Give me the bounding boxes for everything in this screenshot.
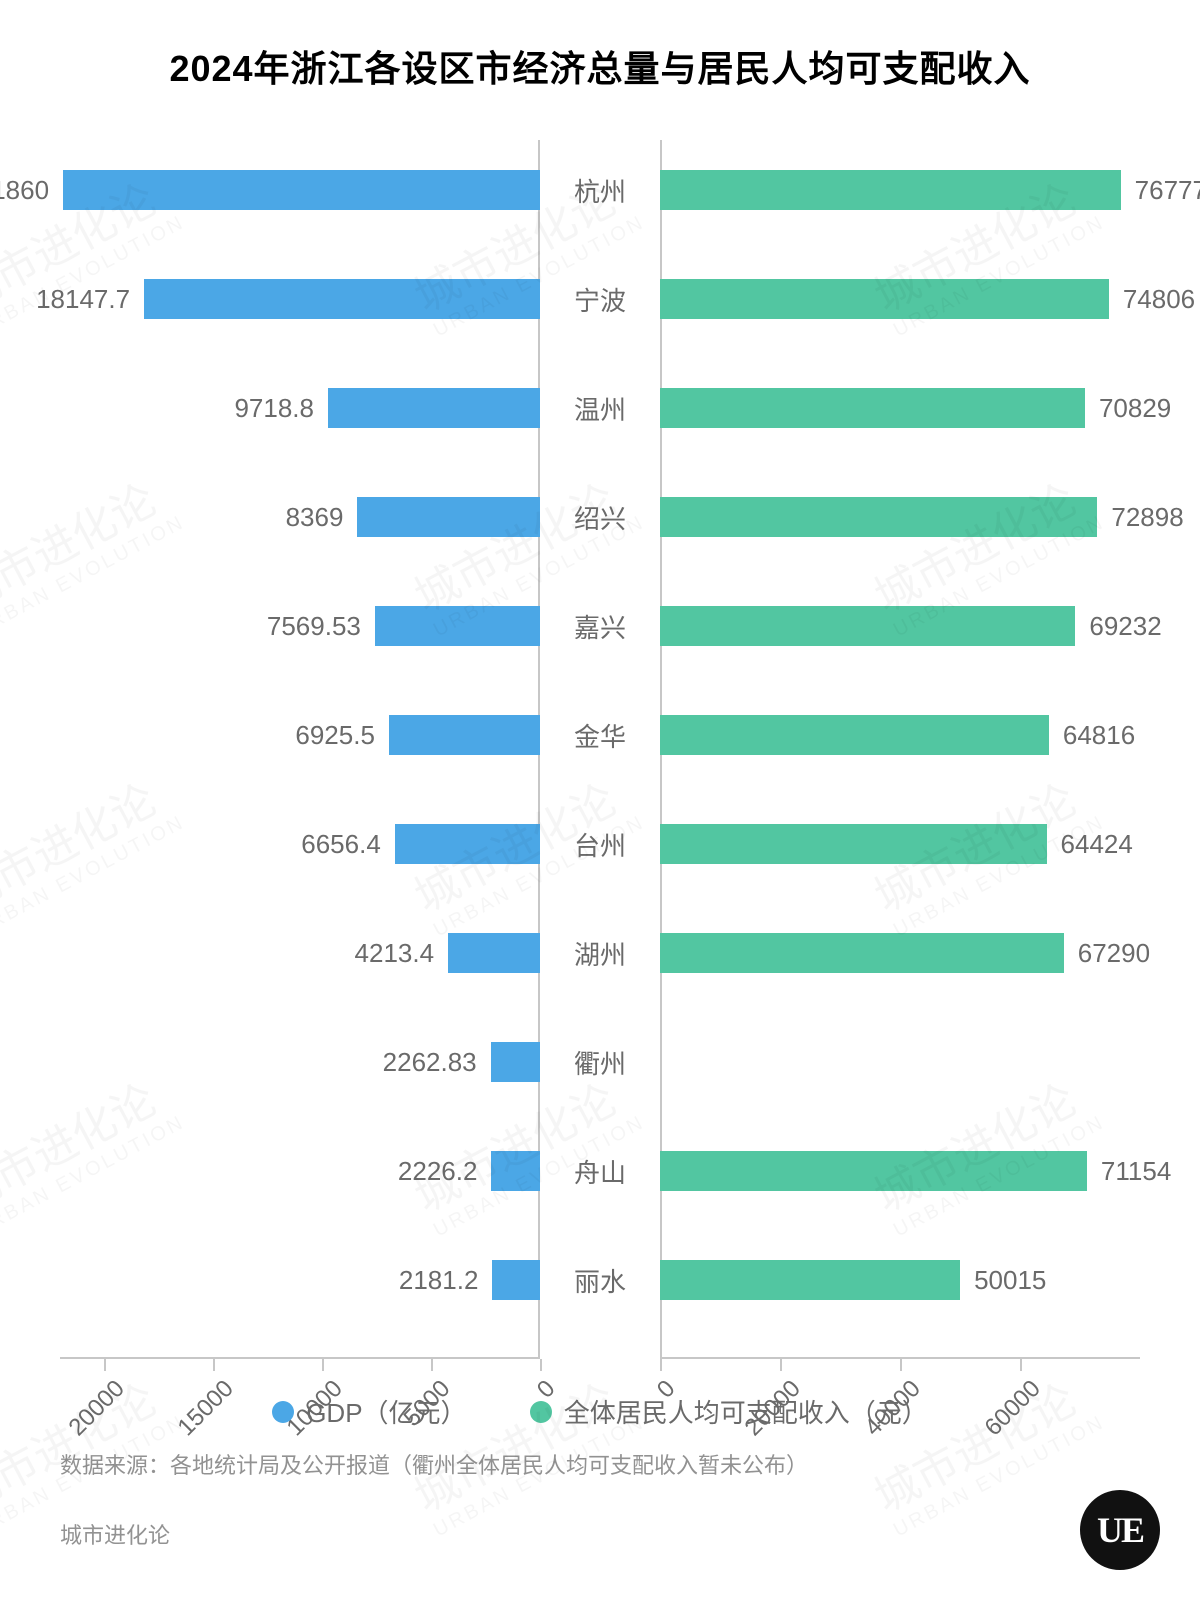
legend: GDP（亿元） 全体居民人均可支配收入（元）	[0, 1393, 1200, 1430]
legend-swatch-income	[530, 1401, 552, 1423]
income-value-label: 70829	[1099, 388, 1171, 428]
category-label: 台州	[540, 824, 660, 864]
chart-row: 18147.7 74806宁波	[60, 269, 1140, 329]
income-value-label: 64424	[1061, 824, 1133, 864]
income-bar: 64424	[660, 824, 1047, 864]
category-label: 舟山	[540, 1151, 660, 1191]
gdp-bar: 21860	[63, 170, 540, 210]
axis-tick	[660, 1359, 662, 1371]
chart-row: 2181.250015丽水	[60, 1250, 1140, 1310]
income-value-label: 72898	[1111, 497, 1183, 537]
gdp-bar: 4213.4	[448, 933, 540, 973]
gdp-value-label: 2181.2	[399, 1260, 479, 1300]
gdp-value-label: 8369	[286, 497, 344, 537]
chart-row: 6925.564816金华	[60, 705, 1140, 765]
chart-row: 2226.2 71154舟山	[60, 1141, 1140, 1201]
gdp-value-label: 2226.2	[398, 1151, 478, 1191]
gdp-bar: 2181.2	[492, 1260, 540, 1300]
chart-row: 4213.4 67290湖州	[60, 923, 1140, 983]
gdp-value-label: 7569.53	[267, 606, 361, 646]
gdp-bar: 6925.5	[389, 715, 540, 755]
category-label: 杭州	[540, 170, 660, 210]
axis-tick	[322, 1359, 324, 1371]
axis-tick	[104, 1359, 106, 1371]
axis-tick	[213, 1359, 215, 1371]
legend-item-gdp: GDP（亿元）	[272, 1393, 466, 1430]
legend-swatch-gdp	[272, 1401, 294, 1423]
axis-tick	[540, 1359, 542, 1371]
chart-row: 6656.464424台州	[60, 814, 1140, 874]
legend-label-gdp: GDP（亿元）	[306, 1393, 466, 1430]
gdp-value-label: 9718.8	[234, 388, 314, 428]
income-value-label: 64816	[1063, 715, 1135, 755]
gdp-bar: 8369	[357, 497, 540, 537]
chart-title: 2024年浙江各设区市经济总量与居民人均可支配收入	[0, 0, 1200, 92]
brand-logo: UE	[1080, 1490, 1160, 1570]
axis-tick	[780, 1359, 782, 1371]
category-label: 宁波	[540, 279, 660, 319]
income-bar: 67290	[660, 933, 1064, 973]
gdp-bar: 7569.53	[375, 606, 540, 646]
category-label: 丽水	[540, 1260, 660, 1300]
gdp-bar: 18147.7	[144, 279, 540, 319]
axis-tick	[431, 1359, 433, 1371]
gdp-value-label: 6656.4	[301, 824, 381, 864]
gdp-value-label: 4213.4	[355, 933, 435, 973]
gdp-value-label: 6925.5	[295, 715, 375, 755]
axis-tick	[900, 1359, 902, 1371]
income-bar: 70829	[660, 388, 1085, 428]
chart-row: 8369 72898绍兴	[60, 487, 1140, 547]
source-note: 数据来源：各地统计局及公开报道（衢州全体居民人均可支配收入暂未公布）	[60, 1448, 808, 1480]
chart-row: 9718.8 70829温州	[60, 378, 1140, 438]
category-label: 金华	[540, 715, 660, 755]
income-bar: 71154	[660, 1151, 1087, 1191]
gdp-bar: 2262.83	[491, 1042, 540, 1082]
income-value-label: 50015	[974, 1260, 1046, 1300]
income-bar: 76777	[660, 170, 1121, 210]
category-label: 温州	[540, 388, 660, 428]
chart-row: 7569.53 69232嘉兴	[60, 596, 1140, 656]
gdp-bar: 2226.2	[491, 1151, 540, 1191]
income-value-label: 69232	[1089, 606, 1161, 646]
income-value-label: 76777	[1135, 170, 1200, 210]
income-bar: 64816	[660, 715, 1049, 755]
category-label: 绍兴	[540, 497, 660, 537]
category-label: 衢州	[540, 1042, 660, 1082]
legend-label-income: 全体居民人均可支配收入（元）	[564, 1393, 928, 1430]
income-value-label: 67290	[1078, 933, 1150, 973]
gdp-value-label: 21860	[0, 170, 49, 210]
income-bar: 69232	[660, 606, 1075, 646]
category-label: 湖州	[540, 933, 660, 973]
axis-tick	[1020, 1359, 1022, 1371]
gdp-value-label: 18147.7	[36, 279, 130, 319]
chart-row: 21860 76777杭州	[60, 160, 1140, 220]
gdp-value-label: 2262.83	[383, 1042, 477, 1082]
income-bar: 50015	[660, 1260, 960, 1300]
income-value-label: 71154	[1101, 1151, 1171, 1191]
category-label: 嘉兴	[540, 606, 660, 646]
chart-area: 21860 76777杭州 18147.7 74806宁波 9718.8 70829温州 8…	[60, 140, 1140, 1359]
chart-row: 2262.83衢州	[60, 1032, 1140, 1092]
brand-name: 城市进化论	[60, 1518, 170, 1550]
income-value-label: 74806	[1123, 279, 1195, 319]
logo-text: UE	[1097, 1509, 1143, 1551]
legend-item-income: 全体居民人均可支配收入（元）	[530, 1393, 928, 1430]
income-bar: 72898	[660, 497, 1097, 537]
gdp-bar: 9718.8	[328, 388, 540, 428]
income-bar: 74806	[660, 279, 1109, 319]
gdp-bar: 6656.4	[395, 824, 540, 864]
